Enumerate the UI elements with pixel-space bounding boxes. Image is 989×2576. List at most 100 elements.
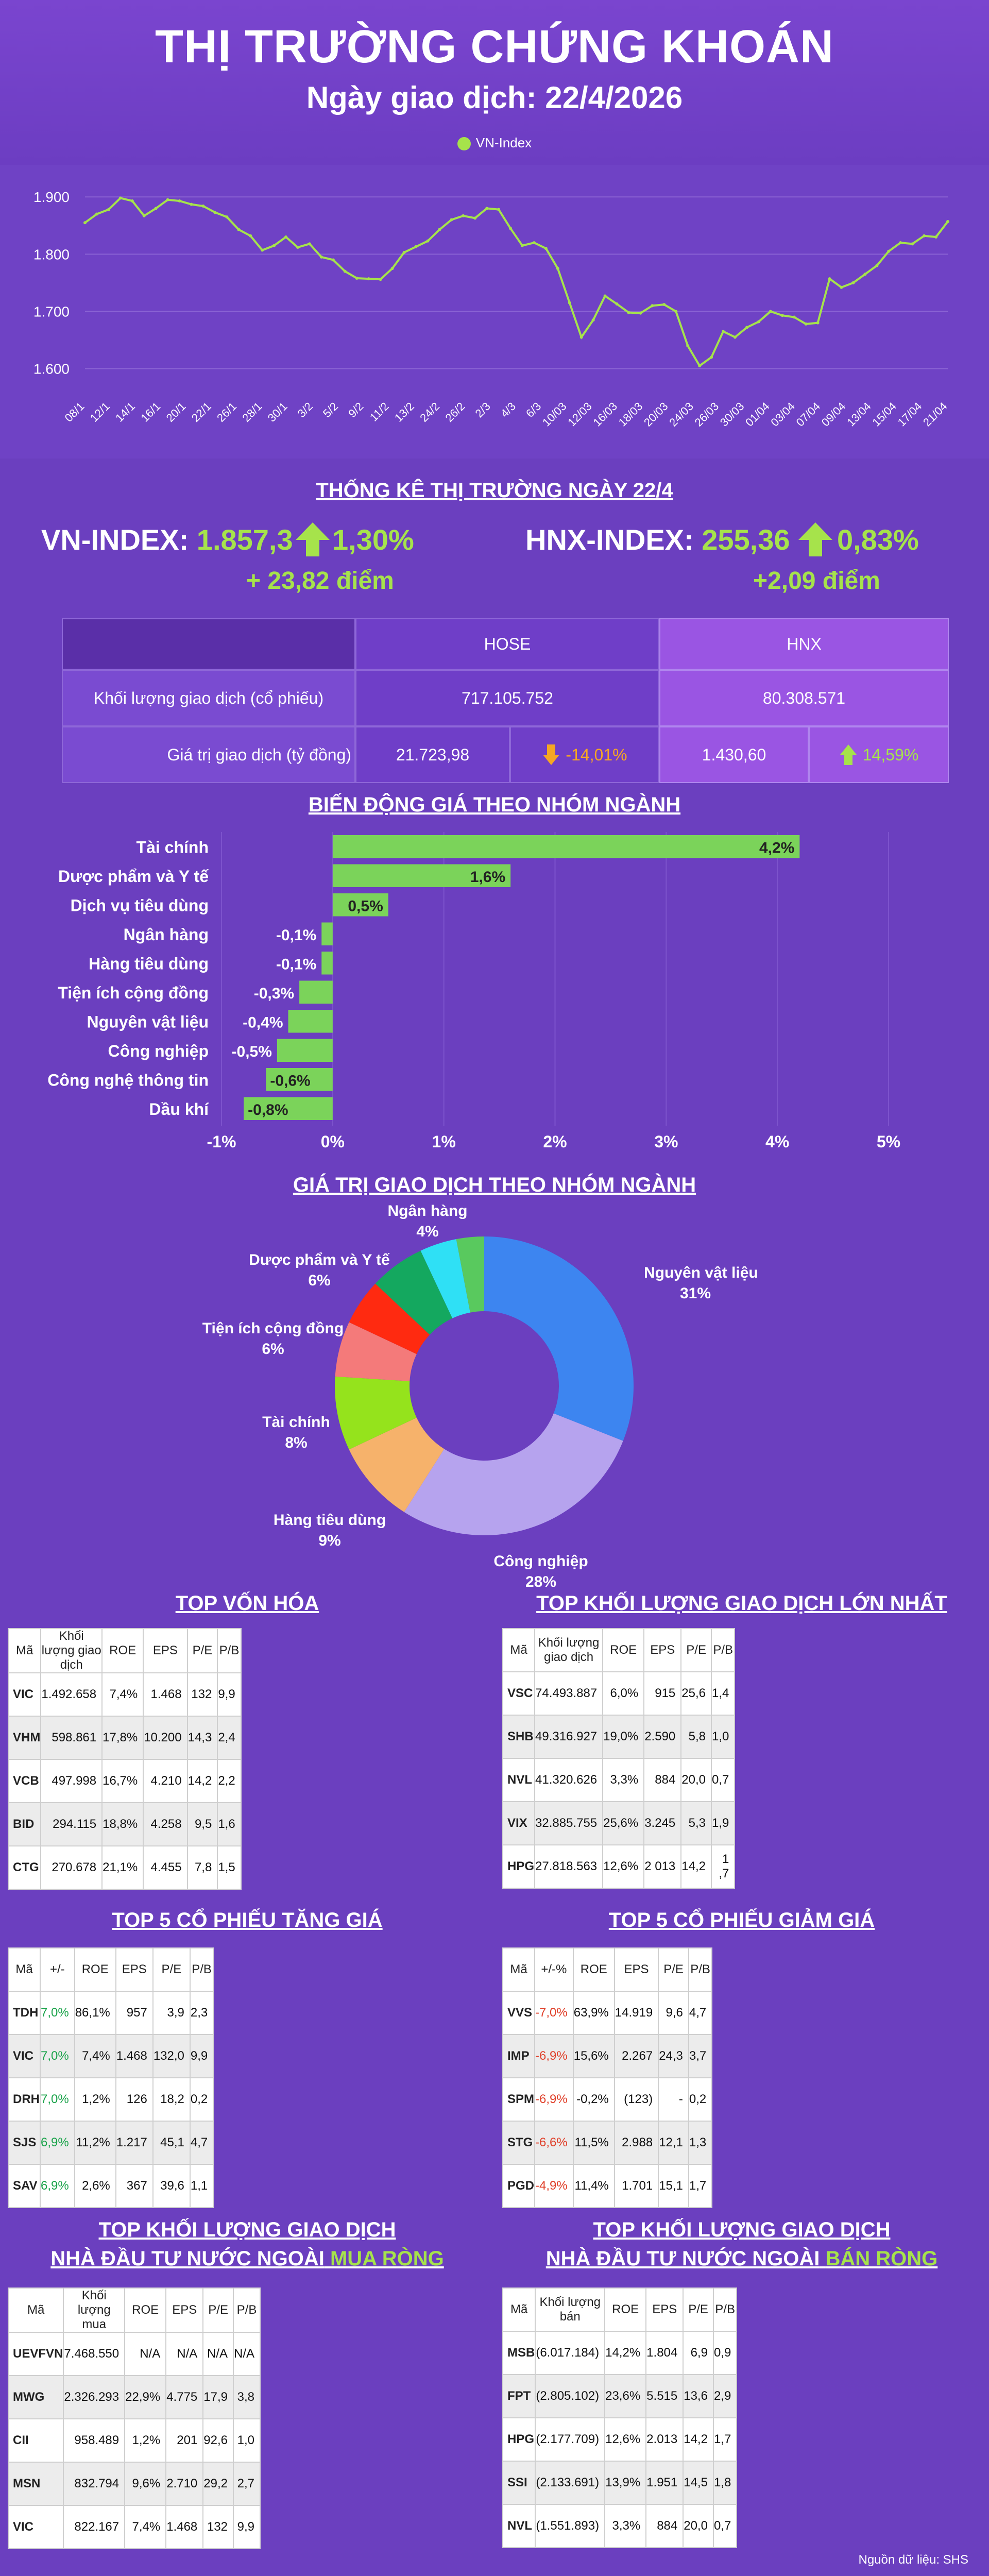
table-cell: 1.468 — [165, 2505, 204, 2549]
table-cell: 0,7 — [710, 1758, 736, 1802]
x-tick-label: 26/1 — [214, 400, 239, 425]
stats-title: THỐNG KÊ THỊ TRƯỜNG NGÀY 22/4 — [316, 479, 673, 502]
table-cell: 4.455 — [143, 1845, 188, 1890]
column-header: Khối lượng bán — [535, 2287, 606, 2332]
foreign-sell-title-highlight: BÁN RÒNG — [825, 2247, 938, 2270]
category-label: Hàng tiêu dùng — [89, 954, 209, 973]
table-cell: 14.919 — [613, 1991, 659, 2035]
column-header: Khối lượng giao dịch — [534, 1628, 604, 1672]
ticker-cell: MSB — [502, 2331, 536, 2375]
ticker-cell: BID — [7, 1802, 42, 1846]
ticker-cell: VHM — [7, 1716, 42, 1760]
value-label: -0,3% — [254, 985, 294, 1002]
table-cell: - — [658, 2077, 689, 2122]
data-point — [568, 301, 571, 304]
table-cell: 14,2 — [680, 1844, 712, 1889]
ticker-cell: SSI — [502, 2461, 536, 2505]
bar — [299, 980, 333, 1004]
data-point — [745, 326, 748, 329]
slice-value-label: 31% — [680, 1285, 711, 1302]
table-cell: 1,6 — [217, 1802, 242, 1846]
table-cell: 1,0 — [232, 2418, 261, 2463]
top-loss-title: TOP 5 CỔ PHIẾU GIẢM GIÁ — [608, 1909, 875, 1931]
y-tick-label: 1.900 — [33, 189, 70, 205]
table-cell: 2,3 — [189, 1991, 214, 2035]
data-point — [520, 244, 524, 247]
table-cell: 5.515 — [645, 2374, 684, 2418]
value-label: 4,2% — [759, 839, 794, 856]
foreign-buy-title-highlight: MUA RÒNG — [330, 2247, 444, 2270]
table-cell: (1.551.893) — [535, 2504, 606, 2548]
data-point — [367, 277, 370, 281]
vn-index-label: VN-INDEX: 1.857,3 — [41, 523, 293, 556]
table-cell: 9,9 — [189, 2034, 214, 2078]
donut-slice — [375, 1250, 453, 1335]
table-row: VCB 497.998 16,7% 4.210 14,2 2,2 — [7, 1759, 242, 1803]
table-cell: 6,9% — [40, 2121, 75, 2165]
table-cell: 11,2% — [74, 2121, 116, 2165]
table-cell: 27.818.563 — [534, 1844, 604, 1889]
ticker-cell: TDH — [8, 1991, 41, 2035]
table-row: STG -6,6% 11,5% 2.988 12,1 1,3 — [502, 2121, 713, 2165]
ticker-cell: CTG — [7, 1845, 42, 1890]
table-row: PGD -4,9% 11,4% 1.701 15,1 1,7 — [502, 2164, 713, 2208]
column-header: ROE — [74, 1947, 116, 1992]
data-point — [426, 239, 430, 243]
data-point — [95, 212, 98, 216]
foreign-sell-title-line1: TOP KHỐI LƯỢNG GIAO DỊCH — [593, 2218, 891, 2241]
data-point — [804, 322, 808, 326]
table-row: SHB 49.316.927 19,0% 2.590 5,8 1,0 — [502, 1715, 736, 1759]
bar — [332, 893, 388, 917]
category-label: Công nghệ thông tin — [47, 1071, 209, 1089]
data-point — [591, 318, 595, 322]
table-cell: -6,6% — [534, 2121, 574, 2165]
hnx-change-text: 14,59% — [862, 745, 919, 764]
data-point — [473, 216, 477, 220]
column-header: EPS — [645, 2287, 684, 2332]
table-cell: 3,3% — [604, 2504, 647, 2548]
data-point — [532, 241, 536, 245]
table-cell: 367 — [115, 2164, 154, 2208]
table-cell: 25,6 — [680, 1671, 712, 1716]
data-point — [851, 281, 855, 284]
vn-index-points: + 23,82 điểm — [246, 567, 394, 595]
x-tick-label: 16/1 — [138, 400, 163, 425]
x-tick-label: 6/3 — [523, 400, 543, 420]
slice-value-label: 28% — [525, 1573, 556, 1587]
data-point — [757, 320, 760, 324]
row-volume-hose: 717.105.752 — [355, 670, 659, 726]
table-cell: 2.013 — [645, 2417, 684, 2462]
table-cell: 7,4% — [124, 2505, 167, 2549]
column-header: P/E — [683, 2287, 714, 2332]
column-header: Khối lượng mua — [63, 2287, 126, 2333]
column-header: Mã — [502, 1628, 536, 1672]
category-label: Tiện ích cộng đồng — [58, 984, 209, 1002]
column-header: ROE — [101, 1628, 144, 1673]
column-header: P/B — [232, 2287, 261, 2333]
x-tick-label: 11/2 — [367, 400, 391, 424]
table-cell: -7,0% — [534, 1991, 574, 2035]
table-cell: 74.493.887 — [534, 1671, 604, 1716]
table-cell: 4.775 — [165, 2375, 204, 2419]
column-header: P/E — [152, 1947, 191, 1992]
table-cell: 3,3% — [602, 1758, 645, 1802]
table-row: SAV 6,9% 2,6% 367 39,6 1,1 — [8, 2164, 214, 2208]
table-cell: N/A — [165, 2332, 204, 2376]
table-cell: 884 — [643, 1758, 682, 1802]
table-cell: 497.998 — [40, 1759, 103, 1803]
column-header: EPS — [165, 2287, 204, 2333]
vn-index-value: 1.857,3 — [196, 523, 293, 556]
top-gain-title: TOP 5 CỔ PHIẾU TĂNG GIÁ — [112, 1909, 383, 1931]
x-tick-label: 21/04 — [920, 400, 950, 429]
x-tick-label: 2/3 — [472, 400, 492, 420]
x-tick-label: 9/2 — [346, 400, 366, 420]
table-row: CTG 270.678 21,1% 4.455 7,8 1,5 — [7, 1845, 242, 1890]
data-point — [875, 264, 879, 267]
table-cell: 3,7 — [688, 2034, 713, 2078]
foreign-buy-grid: Mã Khối lượng mua ROE EPS P/E P/B UEVFVN 7.468.… — [7, 2287, 261, 2549]
table-cell: N/A — [232, 2332, 261, 2376]
ticker-cell: MSN — [7, 2462, 64, 2506]
table-cell: 13,9% — [604, 2461, 647, 2505]
donut-slice — [404, 1413, 623, 1535]
row-volume-label: Khối lượng giao dịch (cổ phiếu) — [62, 670, 355, 726]
